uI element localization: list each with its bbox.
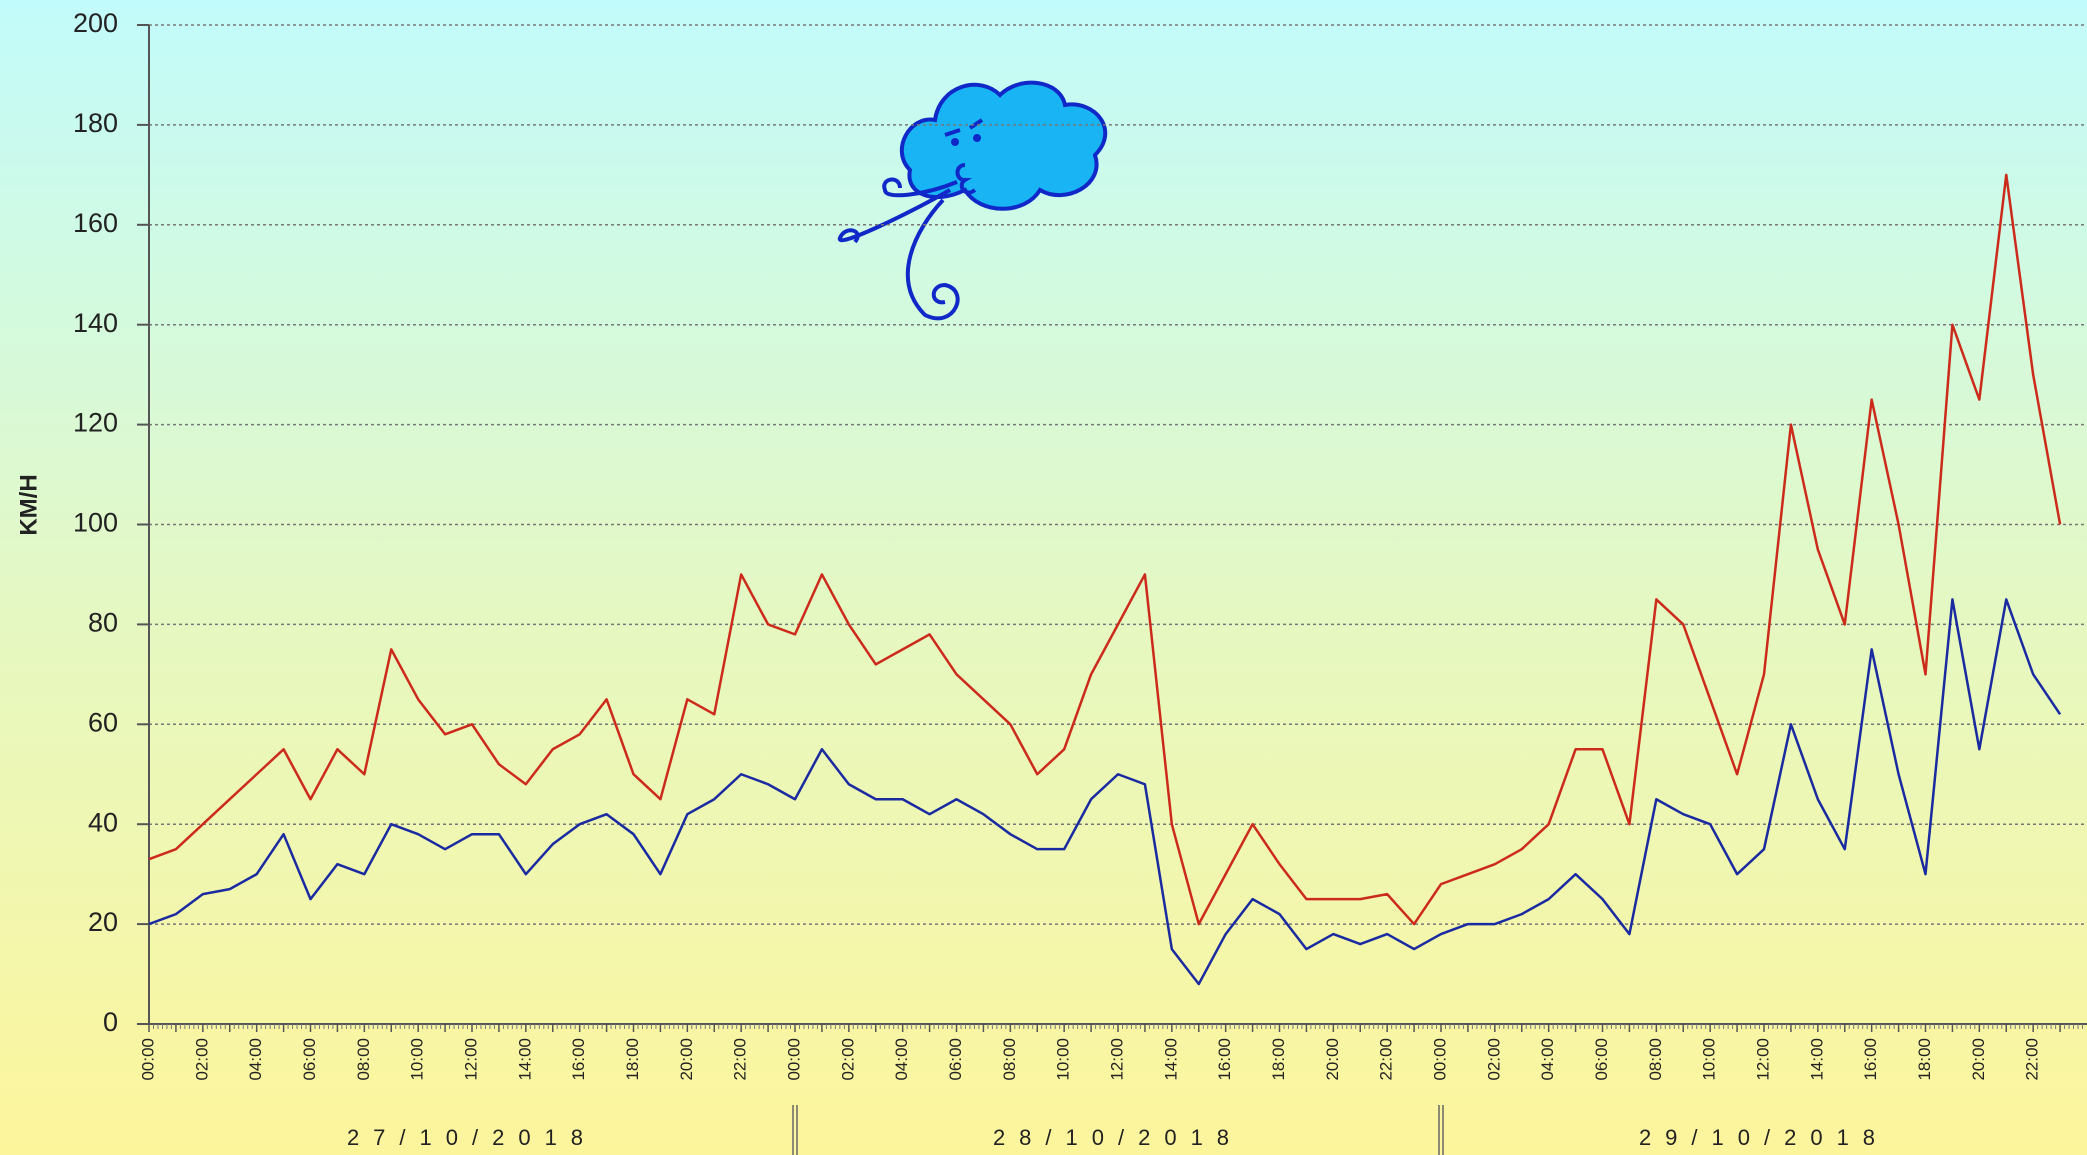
x-tick-label: 00:00 [784, 1038, 803, 1081]
x-tick-label: 18:00 [1269, 1038, 1288, 1081]
x-tick-label: 18:00 [1915, 1038, 1934, 1081]
x-tick-label: 02:00 [838, 1038, 857, 1081]
cloud-icon [838, 80, 1108, 321]
date-label: 28/10/2018 [993, 1125, 1243, 1150]
x-tick-label: 22:00 [1377, 1038, 1396, 1081]
x-tick-label: 06:00 [1592, 1038, 1611, 1081]
x-tick-label: 20:00 [677, 1038, 696, 1081]
series-line [148, 598, 2062, 986]
y-tick-label: 60 [88, 707, 118, 737]
y-tick-label: 20 [88, 907, 118, 937]
x-tick-label: 06:00 [946, 1038, 965, 1081]
x-tick-label: 08:00 [1646, 1038, 1665, 1081]
x-tick-label: 04:00 [246, 1038, 265, 1081]
x-tick-label: 00:00 [1430, 1038, 1449, 1081]
x-tick-label: 12:00 [1753, 1038, 1772, 1081]
series-line [148, 173, 2062, 926]
x-tick-label: 00:00 [138, 1038, 157, 1081]
y-tick-label: 100 [73, 508, 118, 538]
x-tick-label: 10:00 [408, 1038, 427, 1081]
x-tick-label: 12:00 [1107, 1038, 1126, 1081]
x-tick-label: 18:00 [623, 1038, 642, 1081]
x-tick-label: 20:00 [1323, 1038, 1342, 1081]
x-tick-label: 16:00 [569, 1038, 588, 1081]
x-tick-label: 22:00 [2023, 1038, 2042, 1081]
y-tick-label: 140 [73, 308, 118, 338]
x-tick-label: 14:00 [1807, 1038, 1826, 1081]
x-tick-label: 02:00 [1484, 1038, 1503, 1081]
y-tick-label: 160 [73, 208, 118, 238]
x-tick-label: 10:00 [1700, 1038, 1719, 1081]
y-tick-label: 180 [73, 108, 118, 138]
y-tick-label: 200 [73, 8, 118, 38]
y-tick-label: 80 [88, 608, 118, 638]
x-tick-label: 10:00 [1054, 1038, 1073, 1081]
x-tick-label: 16:00 [1861, 1038, 1880, 1081]
x-tick-label: 14:00 [515, 1038, 534, 1081]
x-tick-label: 12:00 [461, 1038, 480, 1081]
x-tick-label: 06:00 [300, 1038, 319, 1081]
x-tick-label: 22:00 [731, 1038, 750, 1081]
date-label: 29/10/2018 [1639, 1125, 1889, 1150]
x-tick-label: 04:00 [892, 1038, 911, 1081]
date-label: 27/10/2018 [347, 1125, 597, 1150]
x-tick-label: 16:00 [1215, 1038, 1234, 1081]
x-tick-label: 04:00 [1538, 1038, 1557, 1081]
y-tick-label: 40 [88, 807, 118, 837]
x-tick-label: 08:00 [354, 1038, 373, 1081]
x-tick-label: 02:00 [192, 1038, 211, 1081]
y-tick-label: 120 [73, 408, 118, 438]
y-tick-label: 0 [103, 1007, 118, 1037]
y-axis-label: KM/H [15, 474, 42, 535]
x-tick-label: 08:00 [1000, 1038, 1019, 1081]
x-tick-label: 14:00 [1161, 1038, 1180, 1081]
x-tick-label: 20:00 [1969, 1038, 1988, 1081]
